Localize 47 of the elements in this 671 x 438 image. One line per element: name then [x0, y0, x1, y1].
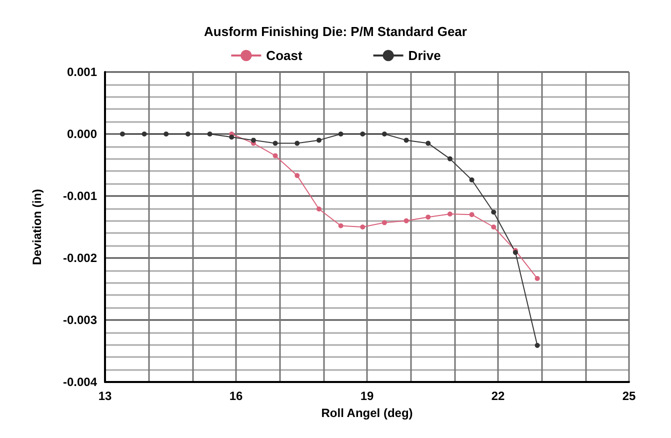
y-axis-title: Deviation (in)	[30, 188, 44, 266]
point	[426, 140, 431, 146]
point	[338, 223, 344, 228]
legend-label: Coast	[266, 48, 303, 63]
y-tick-label: -0.002	[62, 251, 98, 265]
x-tick-label: 13	[98, 389, 112, 403]
point	[294, 173, 300, 178]
point	[272, 153, 278, 158]
y-tick-label: -0.001	[62, 189, 98, 203]
point	[142, 132, 147, 136]
point	[491, 224, 496, 230]
point	[316, 206, 322, 212]
x-axis-title: Roll Angel (deg)	[321, 406, 413, 420]
point	[469, 177, 474, 182]
point	[338, 132, 344, 136]
point	[272, 140, 278, 146]
x-tick-label: 25	[622, 389, 636, 403]
y-tick-label: 0.000	[66, 127, 98, 141]
point	[426, 214, 431, 220]
point	[469, 212, 474, 218]
y-tick-label: 0.001	[66, 65, 98, 79]
point	[382, 220, 387, 226]
point	[534, 342, 540, 348]
point	[382, 132, 387, 136]
point	[360, 224, 366, 230]
point	[185, 132, 190, 136]
point	[250, 138, 256, 143]
y-tick-label: -0.004	[62, 375, 98, 389]
y-tick-label: -0.003	[62, 313, 98, 327]
x-tick-label: 16	[229, 389, 243, 403]
point	[534, 276, 540, 281]
x-tick-label: 22	[491, 389, 505, 403]
point	[491, 210, 496, 215]
point	[404, 138, 409, 143]
point	[164, 132, 169, 136]
legend-label: Drive	[408, 48, 441, 63]
point	[360, 132, 366, 136]
point	[207, 132, 212, 136]
chart-title: Ausform Finishing Die: P/M Standard Gear	[204, 24, 467, 39]
point	[447, 156, 452, 162]
point	[294, 140, 300, 146]
x-tick-label: 19	[360, 389, 374, 403]
point	[404, 218, 409, 224]
point	[229, 134, 234, 140]
point	[120, 132, 125, 136]
point	[316, 138, 322, 143]
point	[447, 211, 452, 216]
